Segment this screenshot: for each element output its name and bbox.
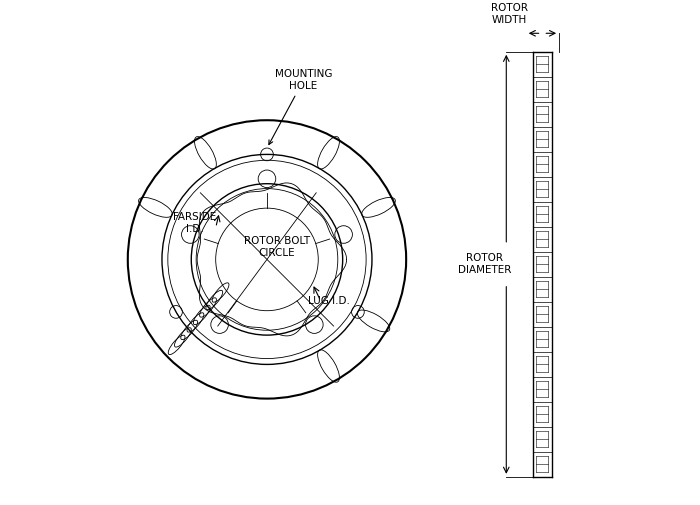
Text: MOUNTING
HOLE: MOUNTING HOLE	[269, 69, 332, 144]
Text: FARSIDE
I.D.: FARSIDE I.D.	[173, 212, 216, 234]
Text: ROTOR
WIDTH: ROTOR WIDTH	[491, 4, 528, 25]
Text: ROTOR
DIAMETER: ROTOR DIAMETER	[458, 254, 511, 275]
Text: LUG I.D.: LUG I.D.	[309, 296, 351, 306]
Text: ROTOR BOLT
CIRCLE: ROTOR BOLT CIRCLE	[244, 236, 310, 258]
